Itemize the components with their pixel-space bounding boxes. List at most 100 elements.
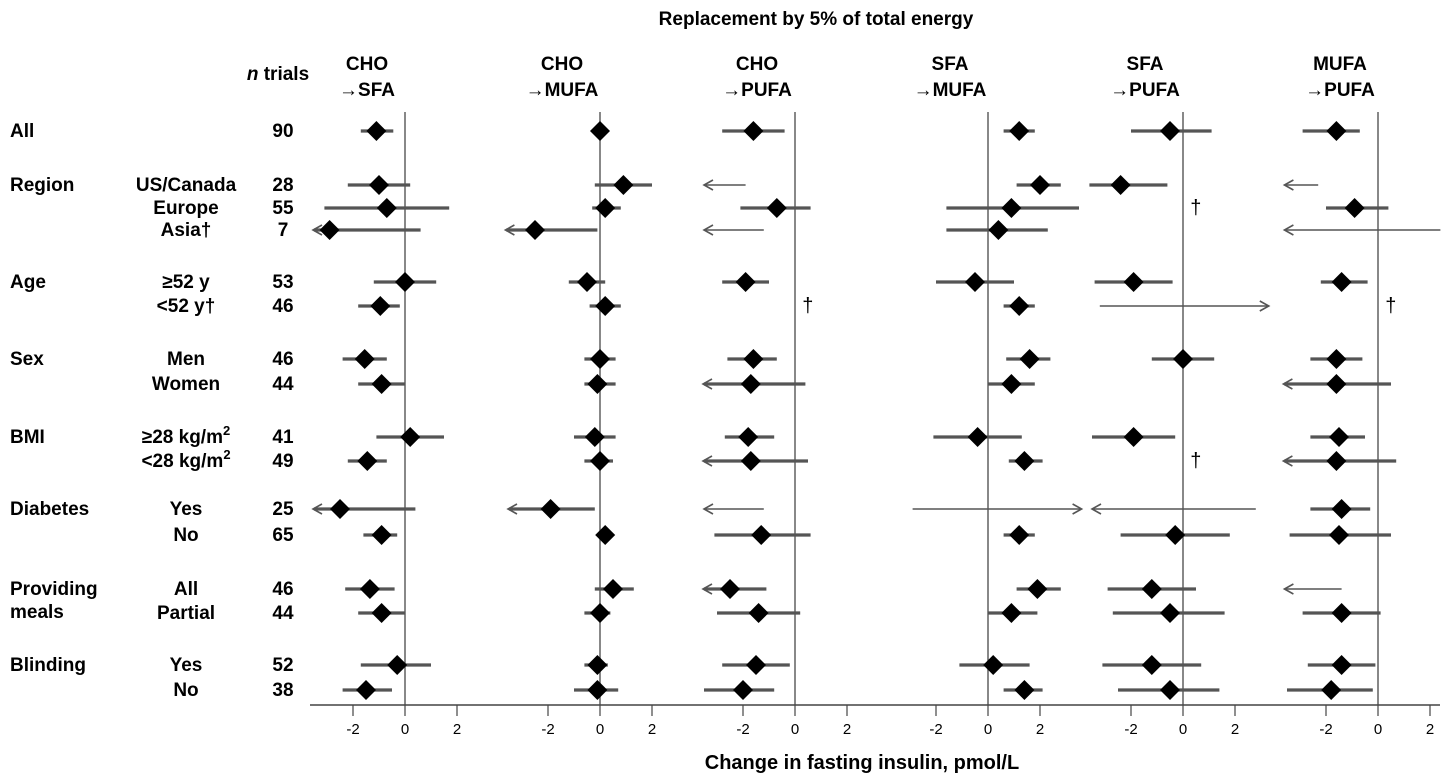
x-tick-label: 2 — [453, 721, 461, 738]
n-trials-header-rest: trials — [258, 64, 309, 85]
subgroup-label: <52 y† — [157, 296, 216, 317]
n-trials-value: 55 — [272, 198, 294, 219]
x-tick-label: 0 — [401, 721, 409, 738]
ci-arrow-head — [1281, 378, 1293, 390]
ci-arrow-head — [702, 179, 714, 191]
ci-arrow-head — [1281, 455, 1293, 467]
panel-header-line2: →PUFA — [1305, 80, 1375, 101]
subgroup-label: Men — [167, 349, 205, 370]
point-estimate-diamond — [330, 499, 350, 519]
group-label: Sex — [10, 349, 44, 370]
subgroup-label: US/Canada — [136, 175, 237, 196]
point-estimate-diamond — [1331, 655, 1352, 675]
panel-header-line2: →MUFA — [526, 80, 599, 101]
point-estimate-diamond — [376, 198, 397, 218]
panel-header-line2: →MUFA — [914, 80, 987, 101]
point-estimate-diamond — [967, 427, 988, 447]
point-estimate-diamond — [577, 272, 597, 292]
ci-arrow-head — [1259, 300, 1271, 312]
point-estimate-diamond — [1160, 121, 1180, 141]
point-estimate-diamond — [357, 451, 378, 471]
n-trials-header: n trials — [247, 64, 309, 85]
point-estimate-diamond — [369, 175, 389, 195]
x-axis-label: Change in fasting insulin, pmol/L — [705, 752, 1019, 774]
panel-header-line1: CHO — [736, 54, 778, 75]
panel-header-line1: SFA — [1127, 54, 1164, 75]
ci-arrow-head — [1090, 503, 1102, 515]
n-trials-value: 41 — [272, 427, 294, 448]
x-tick-label: -2 — [929, 721, 942, 738]
n-trials-value: 44 — [272, 374, 294, 395]
subgroup-label: Asia† — [161, 220, 212, 241]
point-estimate-diamond — [587, 374, 608, 394]
x-tick-label: 0 — [1179, 721, 1187, 738]
x-tick-label: 0 — [1374, 721, 1382, 738]
x-tick-label: 2 — [648, 721, 656, 738]
not-estimable-dagger: † — [1190, 450, 1201, 472]
point-estimate-diamond — [1326, 121, 1347, 141]
point-estimate-diamond — [400, 427, 421, 447]
point-estimate-diamond — [740, 451, 761, 471]
subgroup-label: Yes — [170, 655, 203, 676]
group-label: Blinding — [10, 655, 86, 676]
point-estimate-diamond — [746, 655, 766, 675]
point-estimate-diamond — [740, 374, 761, 394]
ci-arrow-head — [702, 224, 714, 236]
ci-arrow-head — [1282, 179, 1294, 191]
subgroup-label: Europe — [153, 198, 218, 219]
n-trials-header-italic: n — [247, 64, 259, 85]
ci-arrow-head — [311, 224, 323, 236]
group-label: Age — [10, 272, 46, 293]
n-trials-value: 90 — [272, 121, 293, 142]
point-estimate-diamond — [1326, 451, 1347, 471]
not-estimable-dagger: † — [1190, 197, 1201, 219]
point-estimate-diamond — [965, 272, 985, 292]
point-estimate-diamond — [370, 296, 391, 316]
point-estimate-diamond — [743, 349, 764, 369]
point-estimate-diamond — [595, 198, 616, 218]
point-estimate-diamond — [1160, 680, 1180, 700]
point-estimate-diamond — [1344, 198, 1365, 218]
subgroup-label: Women — [152, 374, 220, 395]
point-estimate-diamond — [613, 175, 634, 195]
n-trials-value: 44 — [272, 603, 294, 624]
point-estimate-diamond — [590, 349, 610, 369]
point-estimate-diamond — [587, 680, 608, 700]
point-estimate-diamond — [356, 680, 376, 700]
point-estimate-diamond — [359, 579, 380, 599]
point-estimate-diamond — [1329, 427, 1349, 447]
point-estimate-diamond — [1141, 579, 1162, 599]
point-estimate-diamond — [1009, 121, 1030, 141]
group-label: meals — [10, 602, 64, 623]
point-estimate-diamond — [1331, 499, 1352, 519]
point-estimate-diamond — [354, 349, 375, 369]
subgroup-label: Partial — [157, 603, 215, 624]
subgroup-label: <28 kg/m2 — [141, 447, 230, 472]
point-estimate-diamond — [590, 603, 610, 623]
n-trials-value: 25 — [272, 499, 294, 520]
n-trials-value: 65 — [272, 525, 294, 546]
point-estimate-diamond — [751, 525, 772, 545]
point-estimate-diamond — [983, 655, 1004, 675]
point-estimate-diamond — [1123, 427, 1144, 447]
x-tick-label: 0 — [596, 721, 604, 738]
subgroup-label: Yes — [170, 499, 203, 520]
point-estimate-diamond — [1014, 451, 1035, 471]
point-estimate-diamond — [720, 579, 740, 599]
point-estimate-diamond — [525, 220, 545, 240]
ci-arrow-head — [1282, 224, 1294, 236]
n-trials-value: 46 — [272, 579, 293, 600]
point-estimate-diamond — [584, 427, 605, 447]
point-estimate-diamond — [743, 121, 764, 141]
panel-header-line2: →PUFA — [722, 80, 792, 101]
group-label: All — [10, 121, 34, 142]
group-label: Region — [10, 175, 74, 196]
point-estimate-diamond — [1030, 175, 1050, 195]
point-estimate-diamond — [1329, 525, 1349, 545]
point-estimate-diamond — [1326, 349, 1347, 369]
not-estimable-dagger: † — [1385, 295, 1396, 317]
n-trials-value: 53 — [272, 272, 293, 293]
n-trials-value: 49 — [272, 451, 293, 472]
point-estimate-diamond — [1027, 579, 1048, 599]
